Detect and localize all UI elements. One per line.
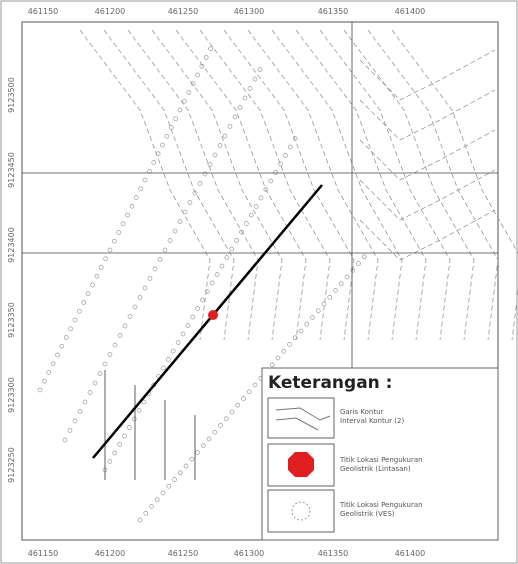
coord-label: 461250 — [168, 7, 199, 16]
coord-label: 461250 — [168, 549, 199, 558]
legend-sublabel: Geolistrik (Lintasan) — [340, 465, 411, 473]
coord-label: 461350 — [318, 549, 349, 558]
legend-marker — [288, 452, 314, 477]
coord-label: 9123450 — [7, 152, 16, 188]
legend-sublabel: Interval Kontur (2) — [340, 417, 404, 425]
map: Keterangan : Garis Kontur Interval Kontu… — [0, 0, 518, 564]
coord-label: 461350 — [318, 7, 349, 16]
coord-label: 9123350 — [7, 302, 16, 338]
coord-label: 461400 — [395, 7, 426, 16]
legend-label: Titik Lokasi Pengukuran — [339, 456, 423, 464]
legend-label: Garis Kontur — [340, 408, 384, 416]
coord-label: 9123300 — [7, 377, 16, 413]
coord-label: 9123500 — [7, 77, 16, 113]
survey-point — [208, 310, 218, 320]
coord-label: 461400 — [395, 549, 426, 558]
legend: Keterangan : Garis Kontur Interval Kontu… — [262, 368, 498, 540]
coord-label: 461200 — [95, 549, 126, 558]
legend-swatch — [268, 490, 334, 532]
coord-label: 461300 — [234, 7, 265, 16]
coord-label: 461300 — [234, 549, 265, 558]
coord-label: 461150 — [28, 549, 59, 558]
coord-label: 461150 — [28, 7, 59, 16]
coord-label: 9123400 — [7, 227, 16, 263]
legend-title: Keterangan : — [268, 373, 392, 393]
legend-sublabel: Geolistrik (VES) — [340, 510, 395, 518]
coord-label: 9123250 — [7, 447, 16, 483]
coord-label: 461200 — [95, 7, 126, 16]
legend-label: Titik Lokasi Pengukuran — [339, 501, 423, 509]
